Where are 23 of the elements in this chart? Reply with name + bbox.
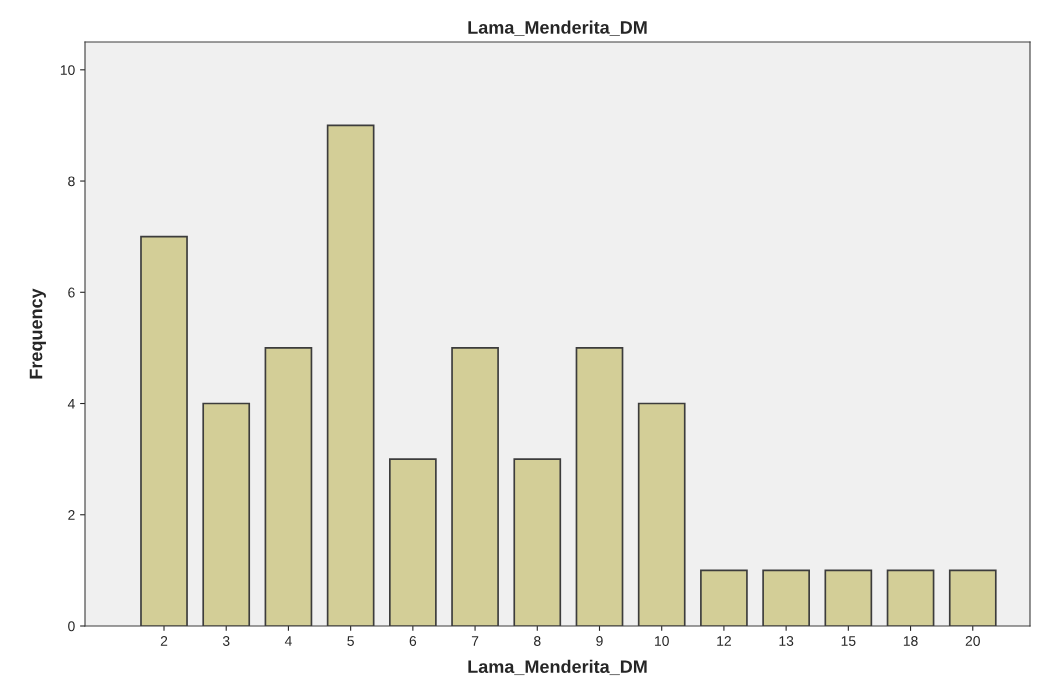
y-axis-title: Frequency [29,288,46,379]
x-tick-label: 12 [717,636,731,646]
x-tick-label: 10 [655,636,669,646]
x-tick-label: 6 [409,636,417,646]
x-axis-title: Lama_Menderita_DM [468,659,647,676]
chart-title: Lama_Menderita_DM [468,20,647,36]
x-tick-label: 4 [284,636,292,646]
x-tick-label: 15 [841,636,856,646]
y-tick-label: 10 [60,65,75,75]
y-tick-label: 2 [68,510,75,520]
x-tick-label: 20 [965,636,980,646]
x-tick-label: 2 [160,636,168,646]
x-tick-label: 8 [534,636,541,646]
y-tick-label: 0 [68,621,75,632]
x-tick-label: 7 [471,636,479,646]
x-tick-label: 3 [222,636,230,646]
y-tick-label: 4 [67,399,75,409]
x-tick-label: 18 [903,636,918,646]
x-tick-label: 13 [779,636,794,646]
y-tick-label: 6 [68,287,75,298]
x-tick-label: 9 [596,636,603,646]
y-tick-label: 8 [68,176,75,187]
x-tick-label: 5 [347,636,354,646]
